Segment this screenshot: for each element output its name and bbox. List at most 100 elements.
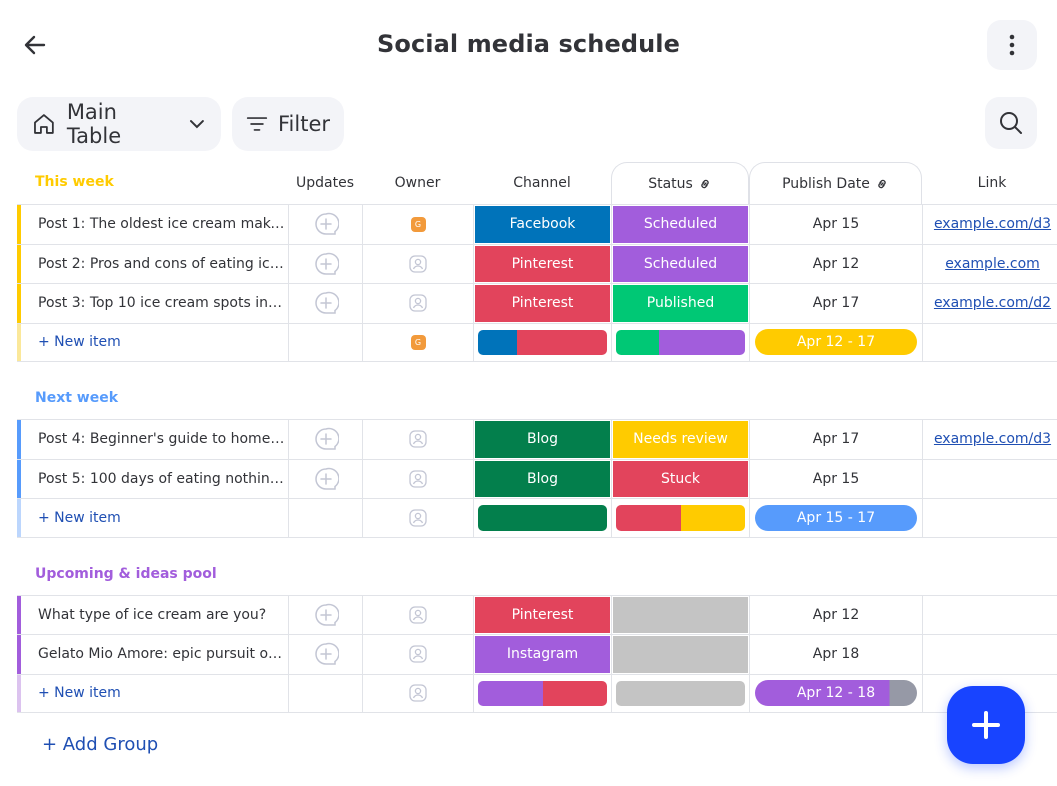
link-summary — [922, 323, 1057, 361]
column-header-updates[interactable]: Updates — [296, 175, 354, 191]
link-cell[interactable] — [922, 635, 1057, 674]
view-selector[interactable]: Main Table — [17, 97, 221, 151]
group-summary-row: + New item G Apr 12 - 17 — [17, 322, 1057, 362]
add-update-icon — [314, 603, 339, 626]
link-icon — [701, 179, 709, 188]
owner-cell[interactable] — [362, 595, 473, 634]
owner-cell[interactable] — [362, 420, 473, 459]
channel-label: Pinterest — [475, 596, 610, 633]
table-row[interactable]: Post 3: Top 10 ice cream spots in town P… — [17, 283, 1057, 323]
table-row[interactable]: Gelato Mio Amore: epic pursuit of the...… — [17, 634, 1057, 674]
owner-cell[interactable]: G — [362, 205, 473, 244]
add-update-icon — [314, 213, 339, 235]
updates-summary — [288, 323, 362, 361]
link[interactable]: example.com — [945, 255, 1040, 272]
item-name[interactable]: Post 3: Top 10 ice cream spots in town — [17, 284, 288, 323]
new-item-button[interactable]: + New item — [17, 323, 288, 361]
column-header-publish-date[interactable]: Publish Date — [749, 162, 922, 204]
link-icon — [878, 179, 886, 188]
date-cell[interactable]: Apr 12 — [749, 244, 922, 283]
column-header-link[interactable]: Link — [977, 175, 1007, 191]
status-cell[interactable]: Stuck — [611, 459, 749, 498]
person-placeholder-icon — [409, 255, 427, 273]
item-name[interactable]: What type of ice cream are you? — [17, 595, 288, 634]
column-header-channel[interactable]: Channel — [513, 175, 571, 191]
back-button[interactable] — [18, 28, 52, 62]
owner-cell[interactable] — [362, 284, 473, 323]
table-row[interactable]: Post 4: Beginner's guide to homemad... B… — [17, 419, 1057, 459]
date-cell[interactable]: Apr 12 — [749, 595, 922, 634]
owner-cell[interactable] — [362, 244, 473, 283]
person-placeholder-icon — [409, 509, 427, 527]
channel-cell[interactable]: Pinterest — [473, 284, 611, 323]
link-cell[interactable] — [922, 595, 1057, 634]
owner-avatar: G — [410, 216, 426, 232]
status-summary — [611, 674, 749, 712]
updates-cell[interactable] — [288, 244, 362, 283]
date-cell[interactable]: Apr 15 — [749, 459, 922, 498]
date-cell[interactable]: Apr 18 — [749, 635, 922, 674]
date-cell[interactable]: Apr 17 — [749, 420, 922, 459]
new-item-button[interactable]: + New item — [17, 499, 288, 537]
updates-cell[interactable] — [288, 284, 362, 323]
date-summary: Apr 12 - 17 — [749, 323, 922, 361]
status-cell[interactable] — [611, 595, 749, 634]
status-cell[interactable]: Published — [611, 284, 749, 323]
status-cell[interactable]: Needs review — [611, 420, 749, 459]
link-cell[interactable]: example.com/d3 — [922, 420, 1057, 459]
status-cell[interactable] — [611, 635, 749, 674]
item-name[interactable]: Post 4: Beginner's guide to homemad... — [17, 420, 288, 459]
link-cell[interactable]: example.com — [922, 244, 1057, 283]
link[interactable]: example.com/d2 — [933, 295, 1052, 312]
toolbar: Main Table Filter — [17, 97, 344, 151]
updates-cell[interactable] — [288, 420, 362, 459]
channel-cell[interactable]: Pinterest — [473, 595, 611, 634]
add-group-button[interactable]: + Add Group — [42, 734, 159, 755]
item-name[interactable]: Post 5: 100 days of eating nothing bu... — [17, 459, 288, 498]
link-cell[interactable]: example.com/d2 — [922, 284, 1057, 323]
column-header-owner[interactable]: Owner — [394, 175, 441, 191]
add-fab-button[interactable] — [947, 686, 1025, 764]
item-name[interactable]: Post 2: Pros and cons of eating ice cre.… — [17, 244, 288, 283]
link-cell[interactable]: example.com/d3 — [922, 205, 1057, 244]
group-title[interactable]: Next week — [35, 390, 119, 406]
link[interactable]: example.com/d3 — [933, 431, 1052, 448]
owner-cell[interactable] — [362, 459, 473, 498]
status-cell[interactable]: Scheduled — [611, 244, 749, 283]
group-header: Upcoming & ideas pool — [17, 538, 1057, 595]
search-button[interactable] — [985, 97, 1037, 149]
status-label: Stuck — [613, 460, 748, 497]
updates-cell[interactable] — [288, 595, 362, 634]
date-cell[interactable]: Apr 17 — [749, 284, 922, 323]
filter-button[interactable]: Filter — [232, 97, 344, 151]
status-cell[interactable]: Scheduled — [611, 205, 749, 244]
channel-distribution-bar — [478, 680, 607, 706]
channel-cell[interactable]: Blog — [473, 420, 611, 459]
group-title[interactable]: This week — [35, 174, 114, 190]
item-name[interactable]: Gelato Mio Amore: epic pursuit of the... — [17, 635, 288, 674]
updates-cell[interactable] — [288, 459, 362, 498]
new-item-button[interactable]: + New item — [17, 674, 288, 712]
link[interactable]: example.com/d3 — [933, 216, 1052, 233]
table-row[interactable]: What type of ice cream are you? Pinteres… — [17, 594, 1057, 634]
channel-cell[interactable]: Instagram — [473, 635, 611, 674]
updates-cell[interactable] — [288, 205, 362, 244]
more-options-button[interactable] — [987, 20, 1037, 70]
channel-cell[interactable]: Blog — [473, 459, 611, 498]
table-row[interactable]: Post 1: The oldest ice cream maker ali..… — [17, 204, 1057, 244]
column-header-publish-date-label: Publish Date — [782, 175, 870, 192]
date-cell[interactable]: Apr 15 — [749, 205, 922, 244]
channel-cell[interactable]: Facebook — [473, 205, 611, 244]
status-summary — [611, 323, 749, 361]
column-header-status[interactable]: Status — [611, 162, 749, 204]
table-row[interactable]: Post 5: 100 days of eating nothing bu...… — [17, 458, 1057, 498]
updates-cell[interactable] — [288, 635, 362, 674]
link-cell[interactable] — [922, 459, 1057, 498]
table-row[interactable]: Post 2: Pros and cons of eating ice cre.… — [17, 243, 1057, 283]
owner-cell[interactable] — [362, 635, 473, 674]
channel-cell[interactable]: Pinterest — [473, 244, 611, 283]
item-name[interactable]: Post 1: The oldest ice cream maker ali..… — [17, 205, 288, 244]
status-distribution-bar — [616, 329, 745, 355]
channel-distribution-bar — [478, 505, 607, 531]
group-title[interactable]: Upcoming & ideas pool — [35, 565, 217, 582]
